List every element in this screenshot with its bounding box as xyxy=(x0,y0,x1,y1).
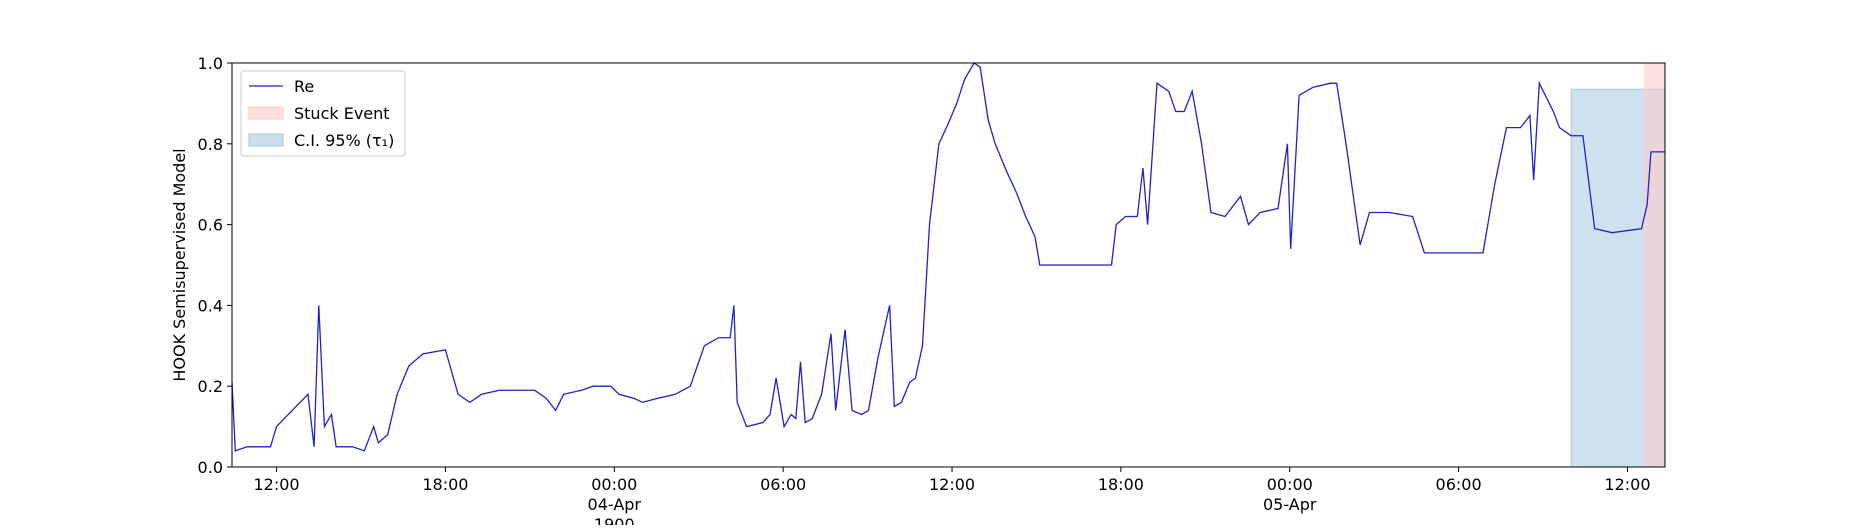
x-tick-label: 18:00 xyxy=(422,475,468,494)
x-tick-label: 00:00 04-Apr 1900 xyxy=(588,475,642,525)
y-tick-label: 0.8 xyxy=(198,135,223,154)
y-tick-label: 0.2 xyxy=(198,377,223,396)
data-line xyxy=(231,62,1665,452)
y-tick-label: 1.0 xyxy=(198,54,223,73)
x-tick-label: 12:00 xyxy=(254,475,300,494)
legend-swatch xyxy=(248,133,284,147)
legend-label: C.I. 95% (τ₁) xyxy=(294,131,394,150)
x-tick-label: 00:00 05-Apr xyxy=(1263,475,1317,514)
y-tick-label: 0.0 xyxy=(198,458,223,477)
legend-label: Re xyxy=(294,77,314,96)
x-tick-label: 12:00 xyxy=(929,475,975,494)
plot-frame xyxy=(231,62,1666,468)
x-tick-label: 06:00 xyxy=(760,475,806,494)
y-tick-label: 0.4 xyxy=(198,296,223,315)
y-axis-label: HOOK Semisupervised Model xyxy=(170,148,189,381)
legend-label: Stuck Event xyxy=(294,104,390,123)
stuck-event-span xyxy=(1643,63,1665,467)
legend-swatch xyxy=(248,106,284,120)
x-tick-label: 06:00 xyxy=(1436,475,1482,494)
x-tick-label: 12:00 xyxy=(1604,475,1650,494)
y-tick-label: 0.6 xyxy=(198,216,223,235)
x-tick-label: 18:00 xyxy=(1098,475,1144,494)
